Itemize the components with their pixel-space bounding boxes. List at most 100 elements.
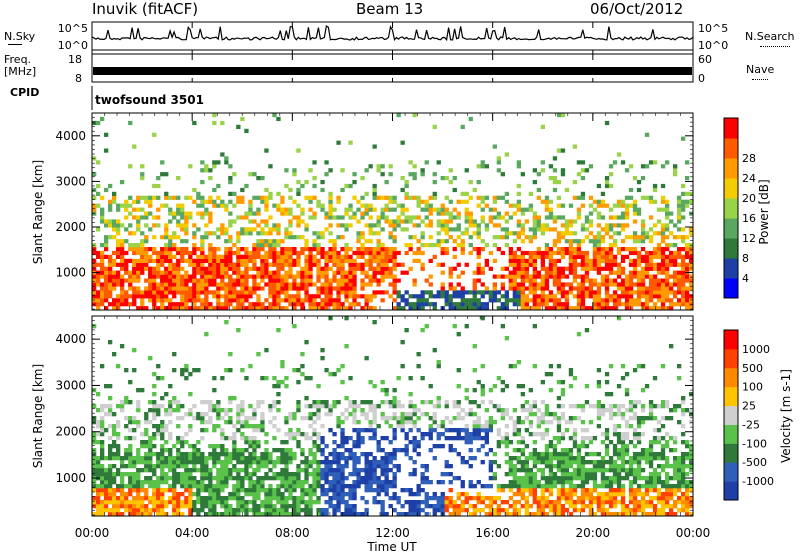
velocity-cell — [488, 388, 493, 393]
velocity-cell — [252, 492, 257, 497]
velocity-cell — [252, 504, 257, 509]
power-cell — [124, 199, 129, 204]
velocity-cell — [232, 508, 237, 513]
power-cell — [673, 254, 678, 259]
power-cell — [200, 243, 205, 248]
power-cell — [540, 231, 545, 236]
velocity-cell — [480, 500, 485, 505]
velocity-cell — [468, 456, 473, 461]
power-cell — [472, 270, 477, 275]
power-cell — [532, 278, 537, 283]
velocity-cell — [476, 428, 481, 433]
power-cell — [212, 306, 217, 311]
velocity-cell — [136, 448, 141, 453]
power-cell — [224, 286, 229, 291]
power-cell — [408, 235, 413, 240]
velocity-cell — [528, 488, 533, 493]
power-cell — [600, 239, 606, 244]
power-cell — [596, 266, 602, 271]
power-cell — [616, 282, 622, 287]
velocity-cell — [420, 488, 425, 493]
power-cell — [180, 211, 185, 216]
velocity-cell — [236, 500, 241, 505]
velocity-cell — [116, 420, 121, 425]
power-cell — [220, 258, 225, 263]
velocity-cell — [160, 472, 165, 477]
power-cell — [588, 290, 594, 295]
power-cell — [580, 250, 586, 256]
power-cell — [260, 306, 265, 311]
velocity-cell — [340, 428, 345, 433]
power-cell — [496, 211, 501, 216]
power-cell — [216, 270, 221, 275]
velocity-cell — [104, 508, 109, 513]
power-cell — [276, 274, 281, 279]
velocity-cell — [440, 492, 445, 497]
velocity-cell — [320, 424, 325, 429]
power-cell — [232, 294, 237, 299]
velocity-cell — [464, 500, 469, 505]
power-cell — [660, 195, 666, 200]
velocity-cell — [280, 504, 285, 509]
power-cell — [644, 250, 650, 256]
velocity-cell — [140, 504, 145, 509]
power-cell — [685, 191, 690, 196]
power-cell — [608, 215, 614, 220]
power-cell — [188, 195, 193, 200]
power-cell — [665, 290, 670, 295]
power-cell — [292, 168, 297, 173]
velocity-cell — [168, 404, 173, 409]
power-cell — [324, 274, 329, 279]
velocity-cell — [124, 448, 129, 453]
power-cell — [336, 215, 341, 220]
power-cell — [172, 195, 177, 200]
power-cell — [504, 191, 509, 196]
power-cell — [448, 215, 453, 220]
power-cell — [596, 247, 602, 252]
power-cell — [620, 282, 626, 287]
velocity-cell — [180, 404, 185, 409]
power-cell — [588, 223, 594, 228]
power-cell — [276, 298, 281, 303]
velocity-cell — [128, 500, 133, 505]
velocity-cell — [188, 460, 193, 465]
power-cell — [328, 207, 333, 212]
power-cell — [136, 215, 141, 220]
velocity-cell — [140, 444, 145, 449]
power-cell — [520, 298, 525, 303]
velocity-cell — [108, 480, 113, 485]
power-cell — [392, 254, 397, 259]
power-cell — [100, 254, 105, 259]
power-cell — [636, 250, 642, 256]
power-cell — [156, 183, 161, 189]
power-cell — [604, 286, 610, 291]
power-cell — [681, 199, 686, 204]
power-cell — [524, 294, 529, 299]
velocity-cell — [200, 420, 205, 425]
power-cell — [532, 258, 537, 263]
velocity-cell — [412, 408, 417, 413]
power-cell — [512, 262, 517, 267]
power-cell — [108, 262, 113, 267]
velocity-cell — [348, 400, 353, 405]
velocity-cell — [200, 436, 205, 441]
velocity-cell — [524, 496, 529, 501]
velocity-cell — [368, 436, 373, 441]
power-cell — [496, 160, 501, 165]
power-cell — [604, 223, 610, 228]
velocity-cell — [252, 472, 257, 477]
power-cell — [92, 274, 97, 279]
power-cell — [168, 290, 173, 295]
power-cell — [592, 235, 598, 240]
power-cell — [100, 243, 105, 248]
power-cell — [332, 239, 337, 244]
velocity-cell — [520, 468, 525, 473]
power-cell — [116, 270, 121, 275]
velocity-cell — [512, 464, 517, 469]
velocity-cell — [540, 492, 545, 497]
power-cell — [464, 199, 469, 204]
velocity-cell — [284, 504, 289, 509]
velocity-cell — [488, 416, 493, 421]
velocity-cell — [356, 480, 361, 485]
velocity-cell — [264, 504, 269, 509]
